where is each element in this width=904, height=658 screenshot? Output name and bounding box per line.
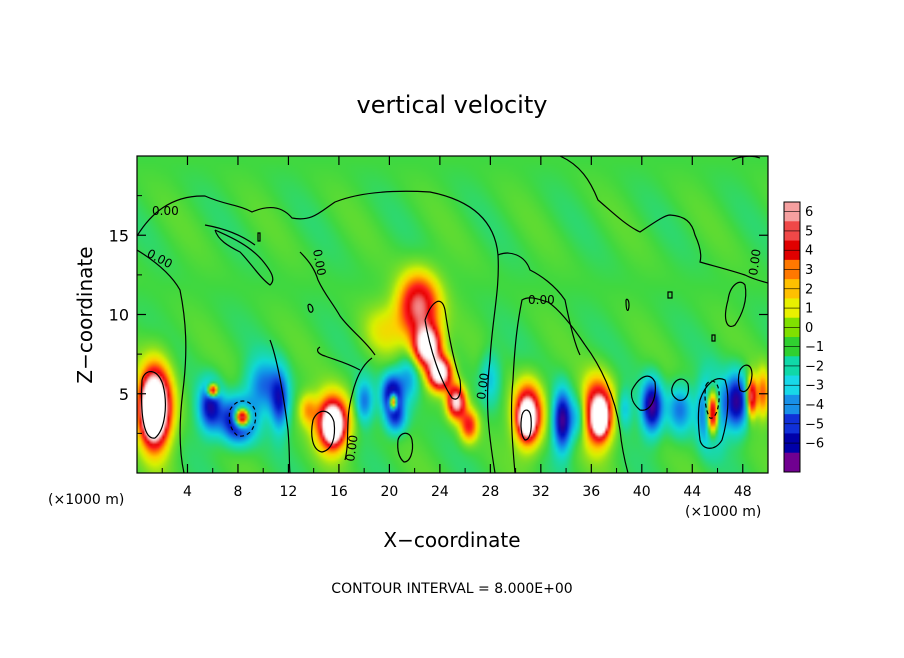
x-tick-label: 36 <box>582 484 600 500</box>
contour-zero-line <box>625 298 630 311</box>
x-tick-label: 48 <box>734 484 752 500</box>
x-axis: 4 8 12 16 20 24 28 32 36 40 44 48 <box>161 156 752 500</box>
contour-positive-line <box>424 300 462 400</box>
colorbar-label: 5 <box>805 224 813 239</box>
contour-zero-line <box>214 229 274 286</box>
colorbar-label: 2 <box>805 282 813 297</box>
contour-zero-line <box>697 378 729 449</box>
contour-zero-line <box>497 252 581 356</box>
x-tick-label: 44 <box>683 484 701 500</box>
x-tick-label: 12 <box>280 484 298 500</box>
colorbar-label: 4 <box>805 244 813 259</box>
contour-zero-line <box>137 190 499 473</box>
x-tick-label: 32 <box>532 484 550 500</box>
colorbar-label: 3 <box>805 263 813 278</box>
colorbar-label: 0 <box>805 321 813 336</box>
contour-zero-line <box>307 303 314 313</box>
x-tick-label: 16 <box>330 484 348 500</box>
contour-zero-line <box>724 281 747 327</box>
contour-lines <box>137 156 768 473</box>
contour-zero-line <box>204 224 256 246</box>
colorbar: 6 5 4 3 2 1 0 −1 −2 −3 −4 −5 −6 <box>783 201 824 473</box>
y-axis-unit: (×1000 m) <box>48 492 124 508</box>
colorbar-label: 1 <box>805 302 813 317</box>
chart-title: vertical velocity <box>357 91 548 119</box>
x-axis-label: X−coordinate <box>383 528 520 552</box>
colorbar-label: 6 <box>805 205 813 220</box>
colorbar-label: −5 <box>805 417 824 432</box>
contour-label: 0.00 <box>746 248 764 276</box>
y-tick-label: 15 <box>109 226 129 245</box>
contour-zero-line <box>737 364 753 393</box>
contour-zero-line <box>257 232 261 242</box>
colorbar-label: −6 <box>805 437 824 452</box>
contour-negative-line <box>228 400 257 437</box>
x-axis-unit: (×1000 m) <box>685 504 761 520</box>
y-axis-label: Z−coordinate <box>73 246 97 383</box>
x-tick-label: 20 <box>380 484 398 500</box>
colorbar-label: −3 <box>805 379 824 394</box>
contour-zero-line <box>269 339 291 473</box>
velocity-field-image <box>137 156 768 473</box>
contour-interval-note: CONTOUR INTERVAL = 8.000E+00 <box>331 581 572 597</box>
colorbar-label: −4 <box>805 398 824 413</box>
y-tick-label: 5 <box>119 385 129 404</box>
contour-zero-line <box>630 375 656 411</box>
x-tick-label: 8 <box>233 484 242 500</box>
contour-zero-line <box>667 291 673 299</box>
contour-zero-line <box>344 357 373 461</box>
contour-zero-line <box>520 409 532 441</box>
contour-positive-line <box>311 410 336 453</box>
colorbar-label: −2 <box>805 359 824 374</box>
contour-label: 0.00 <box>343 434 361 462</box>
contour-negative-line <box>704 380 720 419</box>
contour-zero-line <box>510 297 549 473</box>
contour-zero-line <box>671 378 690 401</box>
contour-zero-line <box>397 432 414 463</box>
contour-zero-line <box>547 301 586 346</box>
contour-label: 0.00 <box>528 293 555 307</box>
x-tick-label: 24 <box>431 484 449 500</box>
x-tick-label: 4 <box>183 484 192 500</box>
contour-zero-line <box>711 334 716 342</box>
velocity-field <box>137 156 768 473</box>
x-tick-label: 28 <box>481 484 499 500</box>
contour-label: 0.00 <box>474 372 492 400</box>
colorbar-frame <box>783 201 801 473</box>
contour-label: 0.00 <box>152 204 179 218</box>
contour-zero-line <box>299 251 376 356</box>
contour-zero-line <box>559 156 768 284</box>
contour-zero-line <box>584 344 629 473</box>
contour-zero-line <box>316 346 361 371</box>
colorbar-swatch <box>784 452 800 473</box>
x-tick-label: 40 <box>633 484 651 500</box>
colorbar-label: −1 <box>805 340 824 355</box>
y-tick-label: 10 <box>109 306 129 325</box>
contour-zero-line <box>137 249 187 473</box>
contour-positive-line <box>140 371 166 439</box>
y-axis: 5 10 15 <box>109 195 768 434</box>
contour-label: 0.00 <box>310 248 328 277</box>
